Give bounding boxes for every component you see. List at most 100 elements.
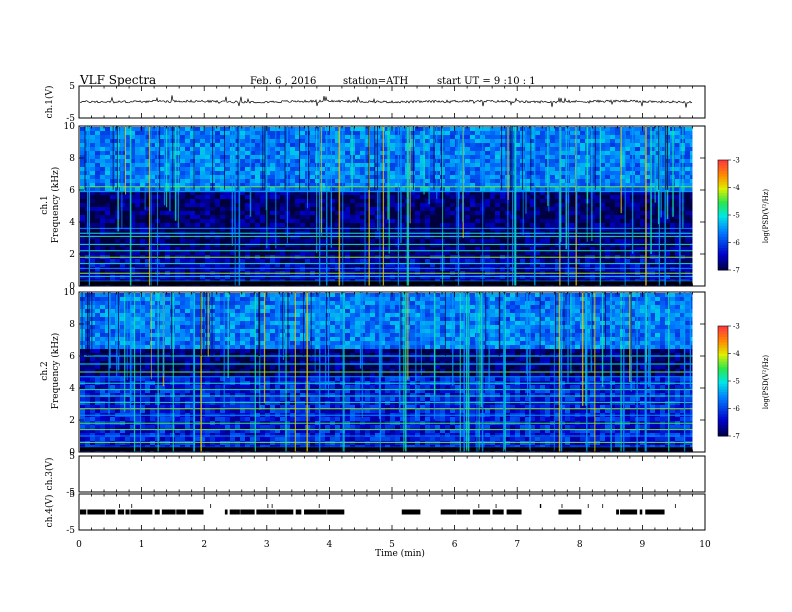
spectrogram-cell	[190, 227, 195, 231]
spectrogram-cell	[240, 227, 245, 231]
spectrogram-cell	[100, 179, 105, 183]
spectrogram-cell	[580, 131, 585, 135]
spectrogram-cell	[685, 179, 690, 183]
spectrogram-cell	[240, 219, 245, 223]
spectrogram-cell	[445, 191, 450, 195]
spectrogram-cell	[180, 247, 185, 251]
spectrogram-cell	[660, 247, 665, 251]
spectrogram-cell	[365, 243, 370, 247]
spectrogram-cell	[590, 263, 595, 267]
spectrogram-cell	[90, 155, 95, 159]
spectrogram-cell	[175, 191, 180, 195]
spectrogram-cell	[400, 199, 405, 203]
spectrogram-cell	[415, 251, 420, 255]
spectrogram-cell	[565, 211, 570, 215]
spectrogram-cell	[290, 251, 295, 255]
spectrogram-cell	[245, 191, 250, 195]
spectrogram-cell	[250, 215, 255, 219]
spectrogram-cell	[295, 199, 300, 203]
spectrogram-cell	[290, 151, 295, 155]
spectrogram-cell	[370, 195, 375, 199]
spectrogram-cell	[250, 147, 255, 151]
spectrogram-cell	[315, 187, 320, 191]
spectrogram-cell	[430, 131, 435, 135]
spectrogram-cell	[645, 195, 650, 199]
spectrogram-cell	[165, 143, 170, 147]
spectrogram-cell	[500, 143, 505, 147]
spectrogram-cell	[255, 207, 260, 211]
spectrogram-cell	[100, 235, 105, 239]
spectrogram-cell	[80, 163, 85, 167]
spectrogram-cell	[415, 143, 420, 147]
spectrogram-cell	[250, 155, 255, 159]
spectrogram-cell	[355, 243, 360, 247]
spectrogram-cell	[315, 251, 320, 255]
spectrogram-cell	[310, 251, 315, 255]
spectrogram-cell	[135, 243, 140, 247]
spectrogram-cell	[610, 139, 615, 143]
spectrogram-cell	[80, 203, 85, 207]
spectrogram-cell	[465, 199, 470, 203]
spectrogram-cell	[665, 267, 670, 271]
spectrogram-cell	[535, 135, 540, 139]
spectrogram-cell	[445, 139, 450, 143]
spectrogram-cell	[485, 187, 490, 191]
spectrogram-cell	[635, 155, 640, 159]
spectrogram-cell	[595, 239, 600, 243]
spectrogram-cell	[525, 143, 530, 147]
spectrogram-cell	[610, 147, 615, 151]
spectrogram-cell	[235, 203, 240, 207]
spectrogram-cell	[355, 167, 360, 171]
spectrogram-cell	[580, 275, 585, 279]
spectrogram-cell	[355, 251, 360, 255]
spectrogram-cell	[485, 235, 490, 239]
spectrogram-cell	[180, 227, 185, 231]
spectrogram-cell	[270, 171, 275, 175]
spectrogram-cell	[565, 191, 570, 195]
spectrogram-cell	[630, 275, 635, 279]
spectrogram-cell	[90, 263, 95, 267]
spectrogram-cell	[385, 243, 390, 247]
spectrogram-cell	[535, 143, 540, 147]
spectrogram-cell	[675, 275, 680, 279]
spectrogram-cell	[470, 191, 475, 195]
spectrogram-cell	[685, 219, 690, 223]
spectrogram-cell	[430, 187, 435, 191]
spectrogram-cell	[325, 163, 330, 167]
spectrogram-cell	[275, 167, 280, 171]
spectrogram-cell	[525, 243, 530, 247]
spectrogram-cell	[500, 147, 505, 151]
spectrogram-cell	[640, 135, 645, 139]
spectrogram-cell	[175, 147, 180, 151]
spectrogram-cell	[575, 139, 580, 143]
spectrogram-cell	[90, 203, 95, 207]
spectrogram-cell	[535, 175, 540, 179]
spectrogram-cell	[395, 167, 400, 171]
spectrogram-cell	[580, 199, 585, 203]
spectrogram-cell	[220, 267, 225, 271]
spectrogram-cell	[650, 243, 655, 247]
spectrogram-cell	[115, 251, 120, 255]
spectrogram-cell	[110, 215, 115, 219]
spectrogram-cell	[465, 227, 470, 231]
spectrogram-cell	[250, 143, 255, 147]
spectrogram-cell	[540, 183, 545, 187]
spectrogram-cell	[620, 139, 625, 143]
spectrogram-cell	[600, 171, 605, 175]
spectrogram-cell	[590, 151, 595, 155]
spectrogram-cell	[530, 199, 535, 203]
spectrogram-cell	[660, 259, 665, 263]
spectrogram-cell	[255, 199, 260, 203]
spectrogram-cell	[240, 183, 245, 187]
spectrogram-cell	[205, 183, 210, 187]
spectrogram-cell	[270, 243, 275, 247]
spectrogram-cell	[220, 163, 225, 167]
spectrogram-cell	[520, 203, 525, 207]
spectrogram-cell	[170, 215, 175, 219]
spectrogram-cell	[400, 187, 405, 191]
spectrogram-cell	[525, 131, 530, 135]
spectrogram-cell	[215, 179, 220, 183]
spectrogram-cell	[550, 147, 555, 151]
spectrogram-cell	[250, 275, 255, 279]
spectrogram-cell	[325, 127, 330, 131]
